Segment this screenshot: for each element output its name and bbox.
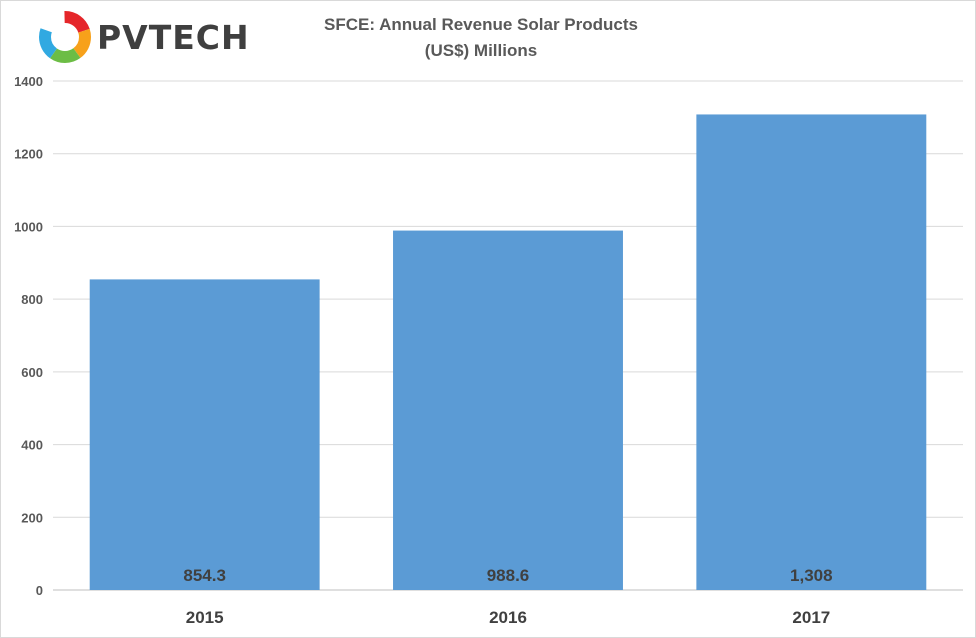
chart-title: SFCE: Annual Revenue Solar Products: [324, 15, 638, 34]
bar-2016: [393, 230, 623, 590]
logo-ring-icon: [39, 11, 91, 63]
bar-2017: [696, 114, 927, 590]
y-tick-label: 400: [21, 438, 43, 453]
logo-ring-green: [39, 11, 91, 63]
pvtech-logo: PVTECH: [35, 7, 285, 67]
bar-2015: [89, 279, 320, 590]
logo-ring-red: [39, 11, 91, 63]
logo-ring-center: [54, 26, 76, 48]
x-tick-label: 2016: [489, 608, 527, 627]
y-tick-label: 0: [36, 583, 43, 598]
y-tick-label: 1000: [14, 219, 43, 234]
x-tick-label: 2015: [186, 608, 224, 627]
y-tick-label: 1200: [14, 147, 43, 162]
logo-ring-blue: [39, 11, 91, 63]
y-tick-label: 1400: [14, 74, 43, 89]
data-label: 1,308: [790, 566, 833, 585]
data-label: 988.6: [487, 566, 530, 585]
chart-subtitle: (US$) Millions: [424, 41, 538, 60]
logo-text: PVTECH: [97, 18, 250, 57]
logo-ring-orange: [39, 11, 91, 63]
y-tick-label: 600: [21, 365, 43, 380]
y-tick-label: 200: [21, 510, 43, 525]
data-label: 854.3: [183, 566, 226, 585]
y-tick-label: 800: [21, 292, 43, 307]
x-tick-label: 2017: [792, 608, 830, 627]
